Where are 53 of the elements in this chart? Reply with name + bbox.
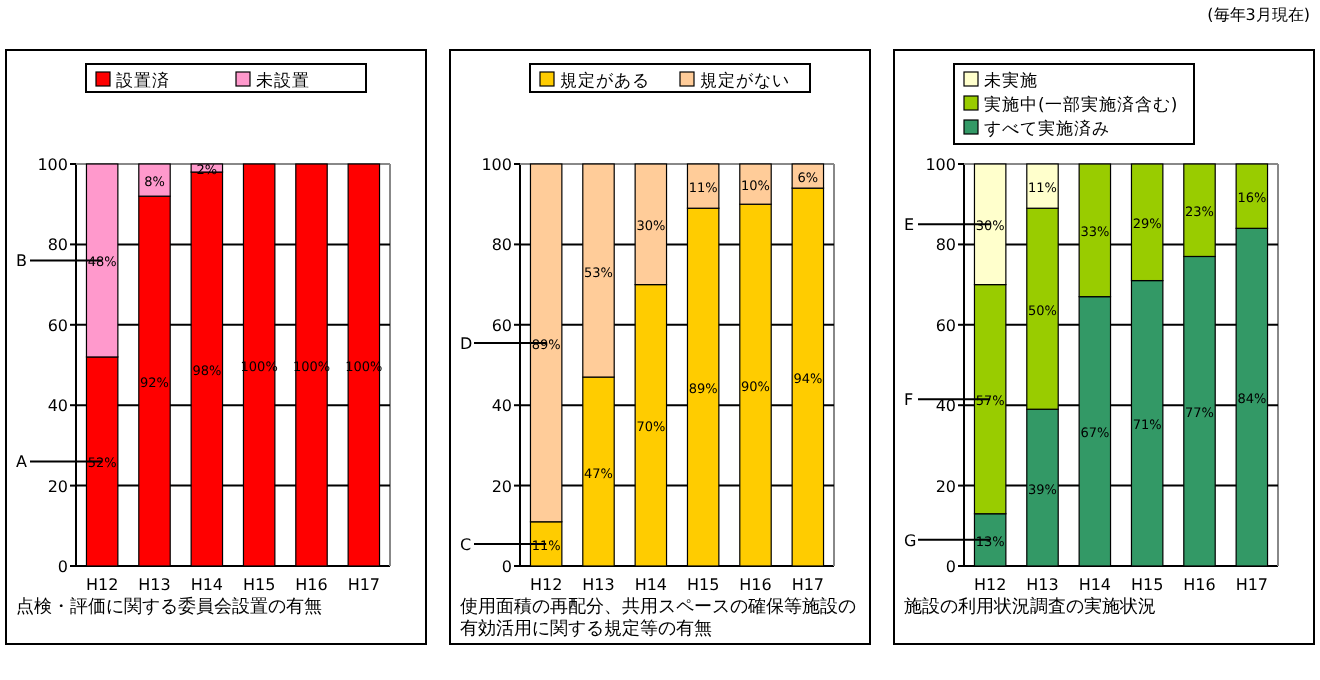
x-tick-label: H12 [85, 576, 119, 594]
y-tick-label: 100 [925, 156, 956, 174]
x-tick-label: H12 [529, 576, 563, 594]
text: F [904, 391, 914, 410]
text: (毎年3月現在) [1207, 6, 1310, 24]
legend-label: 実施中(一部実施済含む) [984, 94, 1178, 116]
text: A [16, 453, 28, 472]
legend-label: すべて実施済み [984, 118, 1110, 140]
x-tick-label: H17 [347, 576, 381, 594]
y-tick-label: 0 [945, 558, 956, 576]
x-tick-label: H15 [1130, 576, 1164, 594]
x-axis-title: 施設の利用状況調査の実施状況 [904, 596, 1156, 618]
y-tick-label: 0 [57, 558, 68, 576]
y-tick-label: 100 [37, 156, 68, 174]
legend-label: 規定がある [560, 70, 650, 92]
y-tick-label: 80 [935, 236, 956, 255]
y-tick-label: 80 [491, 236, 512, 255]
x-tick-label: H16 [739, 576, 772, 594]
y-tick-label: 20 [935, 477, 956, 496]
x-tick-label: H13 [1026, 576, 1059, 594]
y-tick-label: 0 [501, 558, 512, 576]
x-axis-title: 使用面積の再配分、共用スペースの確保等施設の有効活用に関する規定等の有無 [460, 596, 856, 640]
y-tick-label: 40 [491, 397, 512, 416]
legend-label: 未実施 [984, 70, 1038, 92]
text: G [904, 531, 917, 550]
legend-label: 未設置 [256, 70, 310, 92]
y-tick-label: 20 [491, 477, 512, 496]
x-tick-label: H17 [1235, 576, 1269, 594]
x-tick-label: H13 [138, 576, 171, 594]
y-tick-label: 40 [47, 397, 68, 416]
y-tick-label: 60 [491, 316, 512, 335]
x-axis-title: 点検・評価に関する委員会設置の有無 [16, 596, 322, 618]
y-tick-label: 80 [47, 236, 68, 255]
x-tick-label: H15 [686, 576, 720, 594]
legend-label: 設置済 [116, 70, 170, 92]
x-tick-label: H14 [1078, 576, 1112, 594]
text: B [16, 252, 27, 271]
text: C [460, 535, 472, 554]
x-tick-label: H17 [791, 576, 825, 594]
x-tick-label: H14 [190, 576, 224, 594]
x-tick-label: H15 [242, 576, 276, 594]
y-tick-label: 20 [47, 477, 68, 496]
legend-label: 規定がない [700, 70, 790, 92]
y-tick-label: 60 [935, 316, 956, 335]
y-tick-label: 100 [481, 156, 512, 174]
y-tick-label: 60 [47, 316, 68, 335]
text: E [904, 216, 915, 235]
x-tick-label: H16 [295, 576, 328, 594]
x-tick-label: H16 [1183, 576, 1216, 594]
x-tick-label: H14 [634, 576, 668, 594]
text: D [460, 334, 473, 353]
x-tick-label: H13 [582, 576, 615, 594]
x-tick-label: H12 [973, 576, 1007, 594]
